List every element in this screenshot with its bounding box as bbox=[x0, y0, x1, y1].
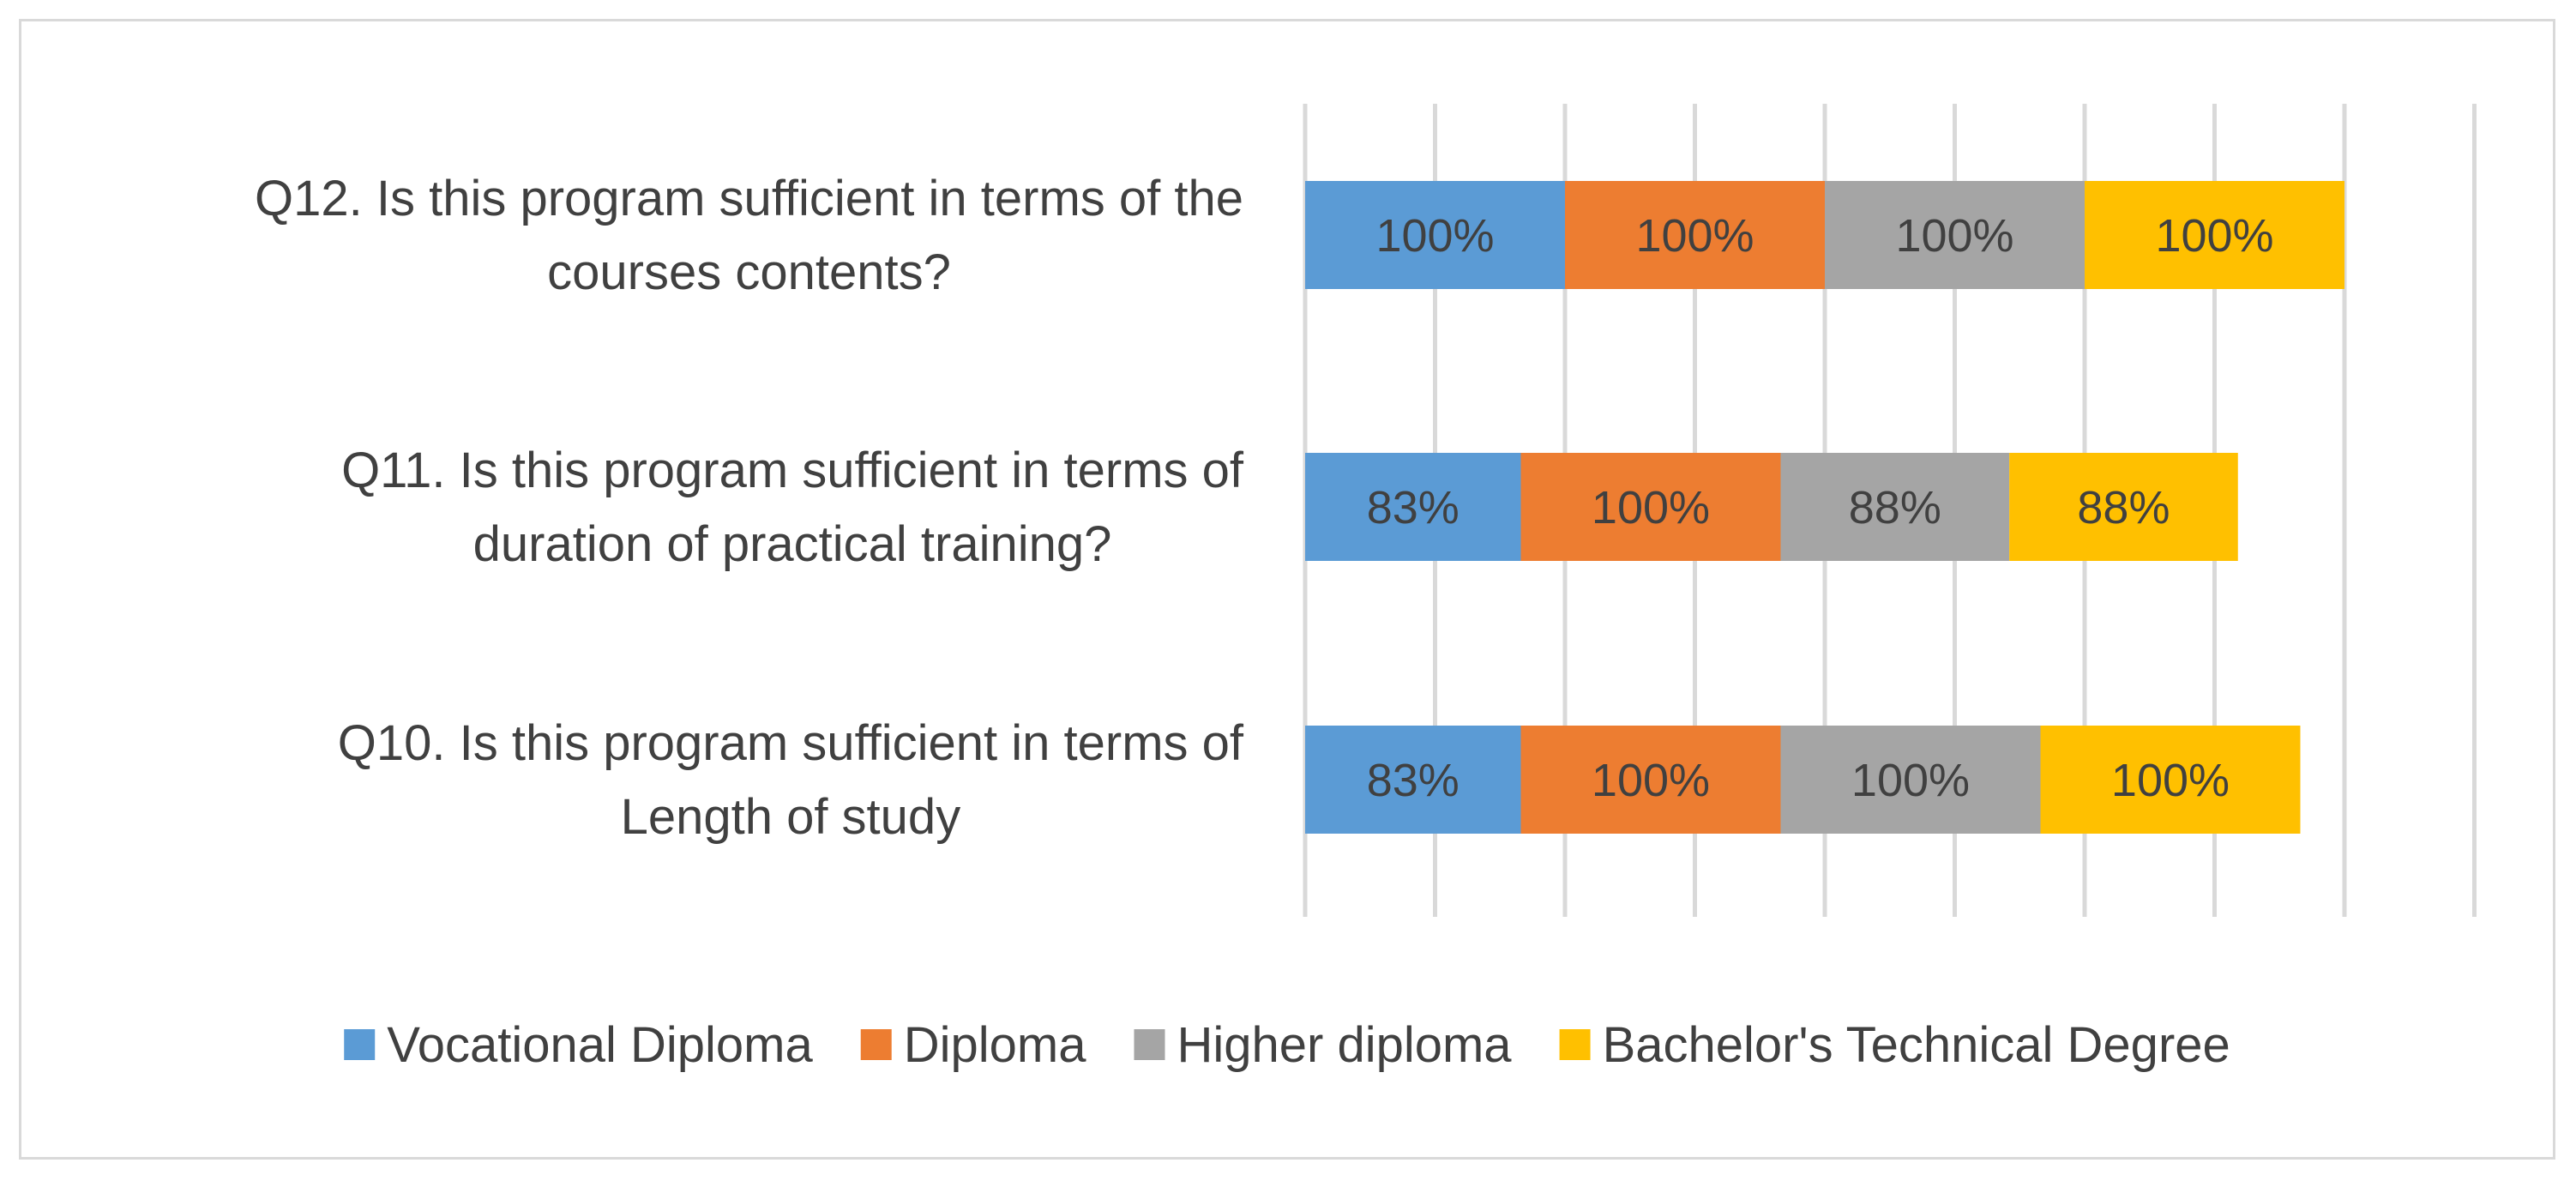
category-label: Q12. Is this program sufficient in terms… bbox=[255, 171, 1243, 300]
legend-label: Diploma bbox=[904, 1017, 1086, 1073]
legend-swatch bbox=[1559, 1029, 1591, 1060]
category-label-line: courses contents? bbox=[547, 244, 951, 300]
legend-item: Bachelor's Technical Degree bbox=[1559, 1017, 2230, 1073]
bar-segment bbox=[1520, 726, 1781, 834]
chart-frame: 100% 100% 100% 100% 83% 100% 88% 88% 83% 100% 100%… bbox=[19, 19, 2555, 1160]
data-label: 100% bbox=[1592, 755, 1710, 806]
category-label: Q11. Is this program sufficient in terms… bbox=[341, 443, 1244, 572]
legend-item: Vocational Diploma bbox=[344, 1017, 813, 1073]
category-label: Q10. Is this program sufficient in terms… bbox=[338, 715, 1244, 845]
legend-item: Higher diploma bbox=[1134, 1017, 1512, 1073]
data-label: 88% bbox=[1849, 482, 1941, 533]
bar-segment bbox=[2009, 453, 2238, 561]
legend-item: Diploma bbox=[860, 1017, 1086, 1073]
legend-label: Higher diploma bbox=[1177, 1017, 1512, 1073]
data-label: 83% bbox=[1367, 482, 1460, 533]
bars bbox=[1305, 181, 2344, 834]
data-label: 100% bbox=[1635, 210, 1754, 262]
data-label: 100% bbox=[2155, 210, 2273, 262]
data-labels: 100% 100% 100% 100% 83% 100% 88% 88% 83% 100% 100%… bbox=[1367, 210, 2274, 806]
legend-label: Bachelor's Technical Degree bbox=[1603, 1017, 2230, 1073]
data-label: 83% bbox=[1367, 755, 1460, 806]
bar-segment bbox=[1305, 181, 1565, 289]
bar-segment bbox=[1780, 453, 2010, 561]
data-label: 100% bbox=[1592, 482, 1710, 533]
category-label-line: Q12. Is this program sufficient in terms… bbox=[255, 171, 1243, 226]
category-label-line: duration of practical training? bbox=[473, 516, 1112, 572]
legend-swatch bbox=[860, 1029, 892, 1060]
bar-segment bbox=[1305, 453, 1521, 561]
chart-svg: 100% 100% 100% 100% 83% 100% 88% 88% 83% 100% 100%… bbox=[255, 104, 2477, 1073]
bar-segment bbox=[1780, 726, 2041, 834]
data-label: 100% bbox=[1375, 210, 1494, 262]
bar-segment bbox=[1565, 181, 1825, 289]
bar-segment bbox=[1520, 453, 1781, 561]
bar-segment bbox=[1305, 726, 1521, 834]
legend-label: Vocational Diploma bbox=[387, 1017, 813, 1073]
legend-swatch bbox=[1134, 1029, 1165, 1060]
legend-swatch bbox=[344, 1029, 376, 1060]
legend: Vocational Diploma Diploma Higher diploma B… bbox=[344, 1017, 2230, 1073]
bar-segment bbox=[1825, 181, 2085, 289]
category-label-line: Q10. Is this program sufficient in terms… bbox=[338, 715, 1244, 771]
bar-segment bbox=[2085, 181, 2344, 289]
data-label: 100% bbox=[1895, 210, 2013, 262]
data-label: 88% bbox=[2077, 482, 2170, 533]
bar-segment bbox=[2040, 726, 2301, 834]
category-labels: Q12. Is this program sufficient in terms… bbox=[255, 171, 1244, 845]
data-label: 100% bbox=[2111, 755, 2230, 806]
category-label-line: Length of study bbox=[621, 789, 961, 845]
data-label: 100% bbox=[1851, 755, 1970, 806]
category-label-line: Q11. Is this program sufficient in terms… bbox=[341, 443, 1244, 498]
